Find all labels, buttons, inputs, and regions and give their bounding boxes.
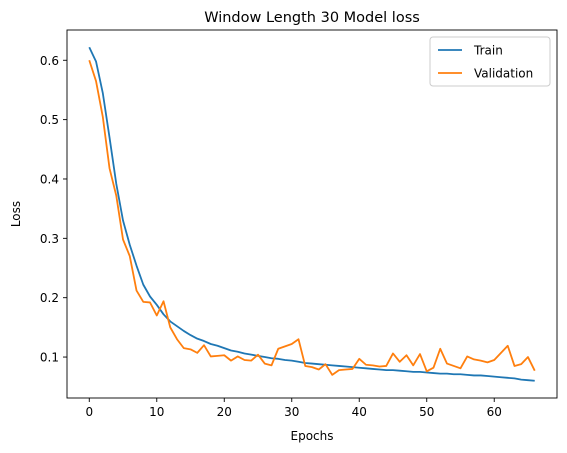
x-axis: 0 10 20 30 40 50 60	[85, 398, 502, 419]
x-tick-label: 10	[149, 405, 164, 419]
y-tick-label: 0.2	[40, 291, 59, 305]
x-tick-label: 40	[352, 405, 367, 419]
chart-title: Window Length 30 Model loss	[204, 10, 420, 26]
legend-validation-label: Validation	[474, 67, 533, 81]
y-tick-label: 0.3	[40, 232, 59, 246]
x-tick-label: 60	[487, 405, 502, 419]
train-line	[88, 46, 535, 382]
x-axis-label: Epochs	[291, 429, 334, 443]
x-tick-label: 30	[284, 405, 299, 419]
plot-lines	[88, 46, 536, 382]
y-tick-label: 0.5	[40, 113, 59, 127]
x-tick-label: 20	[217, 405, 232, 419]
x-tick-label: 0	[85, 405, 93, 419]
y-tick-label: 0.1	[40, 351, 59, 365]
y-axis: 0.1 0.2 0.3 0.4 0.5 0.6	[40, 54, 67, 365]
legend: Train Validation	[429, 36, 551, 87]
validation-line	[88, 59, 536, 376]
y-axis-label: Loss	[9, 201, 23, 227]
y-tick-label: 0.4	[40, 172, 59, 186]
y-tick-label: 0.6	[40, 54, 59, 68]
x-tick-label: 50	[419, 405, 434, 419]
legend-train-label: Train	[473, 44, 503, 58]
plot-frame	[66, 29, 558, 399]
